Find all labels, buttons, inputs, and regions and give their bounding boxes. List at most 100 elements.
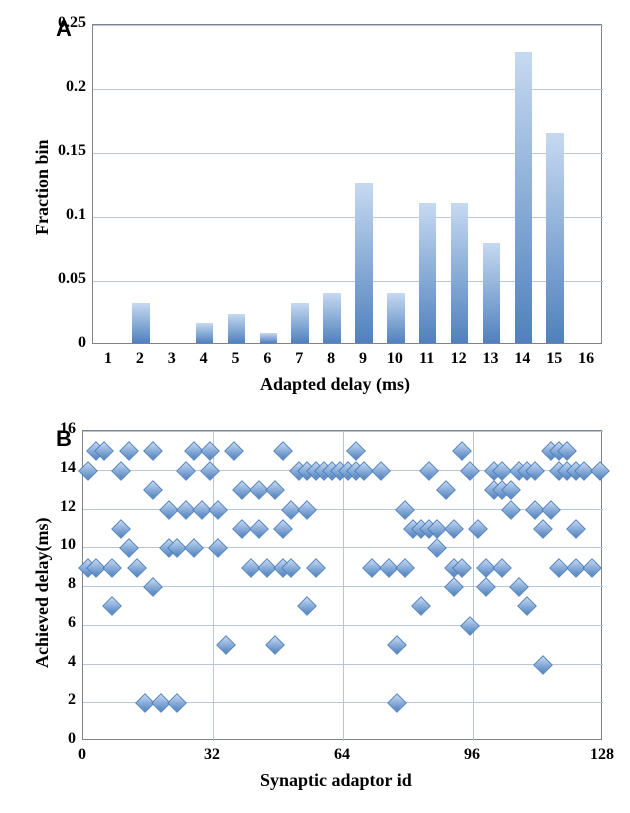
xtick-label: 10	[379, 350, 411, 368]
ytick-label: 0.2	[36, 78, 86, 96]
scatter-marker	[298, 500, 318, 520]
scatter-marker	[143, 441, 163, 461]
xtick-label: 2	[124, 350, 156, 368]
ytick-label: 0.25	[36, 14, 86, 32]
scatter-marker	[533, 519, 553, 539]
xtick-label: 15	[538, 350, 570, 368]
ytick-label: 0	[36, 334, 86, 352]
bar	[451, 203, 469, 343]
xtick-label: 3	[156, 350, 188, 368]
bar	[132, 303, 150, 343]
scatter-marker	[273, 519, 293, 539]
xtick-label: 1	[92, 350, 124, 368]
panel-a-bars	[93, 25, 601, 343]
bar	[323, 293, 341, 343]
scatter-marker	[501, 500, 521, 520]
scatter-marker	[273, 441, 293, 461]
figure: { "panelA": { "label": "A", "type": "bar…	[0, 0, 630, 813]
panel-a-plot	[92, 24, 602, 344]
scatter-marker	[103, 558, 123, 578]
scatter-marker	[395, 558, 415, 578]
scatter-marker	[168, 693, 188, 713]
xtick-label: 11	[411, 350, 443, 368]
scatter-marker	[249, 519, 269, 539]
bar	[419, 203, 437, 343]
scatter-marker	[444, 577, 464, 597]
bar	[196, 323, 214, 343]
xtick-label: 32	[192, 746, 232, 764]
bar	[387, 293, 405, 343]
bar	[515, 52, 533, 343]
scatter-marker	[419, 461, 439, 481]
scatter-marker	[208, 500, 228, 520]
panel-b-plot	[82, 430, 602, 740]
scatter-marker	[224, 441, 244, 461]
xtick-label: 8	[315, 350, 347, 368]
bar	[355, 183, 373, 343]
scatter-marker	[452, 441, 472, 461]
xtick-label: 96	[452, 746, 492, 764]
xtick-label: 12	[443, 350, 475, 368]
xtick-label: 4	[188, 350, 220, 368]
scatter-marker	[346, 441, 366, 461]
scatter-marker	[78, 461, 98, 481]
scatter-marker	[208, 538, 228, 558]
scatter-marker	[143, 577, 163, 597]
scatter-marker	[428, 538, 448, 558]
panel-b-scatter	[83, 431, 601, 739]
scatter-marker	[119, 538, 139, 558]
xtick-label: 13	[475, 350, 507, 368]
scatter-marker	[119, 441, 139, 461]
scatter-marker	[298, 596, 318, 616]
scatter-marker	[541, 500, 561, 520]
scatter-marker	[460, 616, 480, 636]
scatter-marker	[533, 655, 553, 675]
scatter-marker	[111, 519, 131, 539]
scatter-marker	[176, 461, 196, 481]
scatter-marker	[411, 596, 431, 616]
panel-b-xlabel: Synaptic adaptor id	[260, 770, 412, 791]
xtick-label: 7	[283, 350, 315, 368]
scatter-marker	[493, 558, 513, 578]
scatter-marker	[509, 577, 529, 597]
ytick-label: 16	[42, 420, 76, 438]
scatter-marker	[590, 461, 610, 481]
bar	[291, 303, 309, 343]
scatter-marker	[387, 635, 407, 655]
scatter-marker	[111, 461, 131, 481]
panel-a-xlabel: Adapted delay (ms)	[260, 374, 410, 395]
ytick-label: 14	[42, 459, 76, 477]
xtick-label: 16	[570, 350, 602, 368]
xtick-label: 64	[322, 746, 362, 764]
scatter-marker	[265, 480, 285, 500]
scatter-marker	[517, 596, 537, 616]
panel-b-ylabel: Achieved delay(ms)	[32, 518, 53, 668]
xtick-label: 14	[506, 350, 538, 368]
scatter-marker	[387, 693, 407, 713]
scatter-marker	[306, 558, 326, 578]
bar	[228, 314, 246, 343]
scatter-marker	[200, 441, 220, 461]
xtick-label: 128	[582, 746, 622, 764]
scatter-marker	[103, 596, 123, 616]
bar	[483, 243, 501, 343]
xtick-label: 5	[220, 350, 252, 368]
scatter-marker	[184, 538, 204, 558]
bar	[260, 333, 278, 343]
scatter-marker	[265, 635, 285, 655]
scatter-marker	[468, 519, 488, 539]
scatter-marker	[444, 519, 464, 539]
scatter-marker	[127, 558, 147, 578]
xtick-label: 6	[251, 350, 283, 368]
scatter-marker	[143, 480, 163, 500]
ytick-label: 2	[42, 691, 76, 709]
scatter-marker	[566, 519, 586, 539]
scatter-marker	[395, 500, 415, 520]
scatter-marker	[476, 577, 496, 597]
scatter-marker	[216, 635, 236, 655]
scatter-marker	[436, 480, 456, 500]
scatter-marker	[200, 461, 220, 481]
xtick-label: 0	[62, 746, 102, 764]
ytick-label: 12	[42, 498, 76, 516]
scatter-marker	[460, 461, 480, 481]
